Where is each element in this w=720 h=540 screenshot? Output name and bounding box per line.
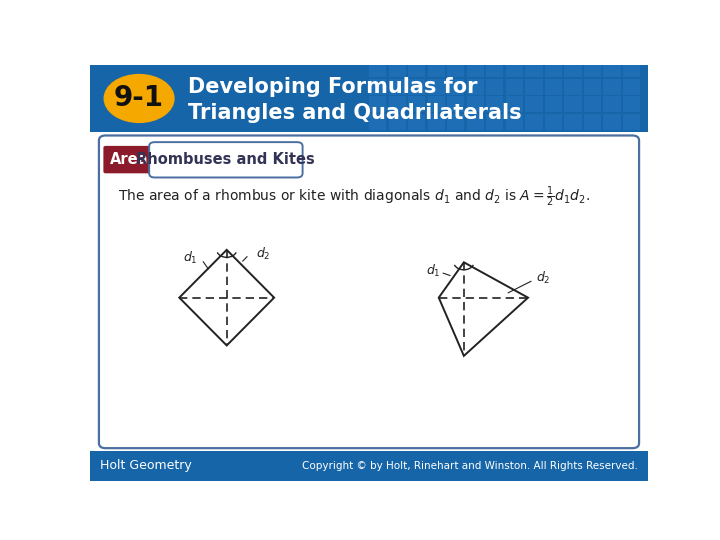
- Bar: [447, 114, 464, 130]
- Text: $d_1$: $d_1$: [426, 263, 441, 279]
- Bar: [486, 62, 503, 77]
- Bar: [545, 62, 562, 77]
- Bar: [467, 62, 484, 77]
- Bar: [584, 114, 601, 130]
- Bar: [603, 97, 621, 112]
- Bar: [623, 79, 640, 94]
- Text: $d_1$: $d_1$: [183, 251, 198, 266]
- FancyBboxPatch shape: [149, 142, 302, 178]
- Text: Copyright © by Holt, Rinehart and Winston. All Rights Reserved.: Copyright © by Holt, Rinehart and Winsto…: [302, 461, 638, 471]
- Bar: [428, 79, 445, 94]
- FancyBboxPatch shape: [104, 146, 156, 173]
- Bar: [603, 62, 621, 77]
- Bar: [623, 97, 640, 112]
- Text: $d_2$: $d_2$: [256, 246, 270, 262]
- Bar: [428, 62, 445, 77]
- Bar: [369, 114, 387, 130]
- Bar: [505, 97, 523, 112]
- Text: Developing Formulas for: Developing Formulas for: [188, 77, 477, 97]
- Bar: [408, 79, 426, 94]
- Text: Area: Area: [110, 152, 148, 167]
- Bar: [467, 79, 484, 94]
- Bar: [389, 79, 406, 94]
- Bar: [526, 97, 543, 112]
- Text: Rhombuses and Kites: Rhombuses and Kites: [137, 152, 315, 167]
- FancyBboxPatch shape: [99, 136, 639, 448]
- Bar: [545, 79, 562, 94]
- Bar: [467, 114, 484, 130]
- Bar: [369, 62, 387, 77]
- Bar: [486, 79, 503, 94]
- Bar: [389, 62, 406, 77]
- Bar: [428, 97, 445, 112]
- Bar: [389, 114, 406, 130]
- Bar: [447, 62, 464, 77]
- Bar: [369, 79, 387, 94]
- Bar: [428, 114, 445, 130]
- Bar: [467, 97, 484, 112]
- Bar: [389, 97, 406, 112]
- Bar: [584, 79, 601, 94]
- Bar: [90, 65, 648, 132]
- Bar: [603, 114, 621, 130]
- Text: Triangles and Quadrilaterals: Triangles and Quadrilaterals: [188, 103, 521, 123]
- Text: 9-1: 9-1: [114, 84, 164, 112]
- Bar: [526, 79, 543, 94]
- Bar: [545, 114, 562, 130]
- Bar: [408, 114, 426, 130]
- Bar: [486, 114, 503, 130]
- Bar: [447, 79, 464, 94]
- Bar: [505, 114, 523, 130]
- Bar: [564, 62, 582, 77]
- Text: The area of a rhombus or kite with diagonals $d_1$ and $d_2$ is $A = \frac{1}{2}: The area of a rhombus or kite with diago…: [118, 185, 590, 209]
- Bar: [564, 114, 582, 130]
- Bar: [505, 79, 523, 94]
- Bar: [526, 62, 543, 77]
- Bar: [623, 114, 640, 130]
- Bar: [603, 79, 621, 94]
- Ellipse shape: [104, 75, 174, 123]
- Bar: [623, 62, 640, 77]
- Bar: [584, 62, 601, 77]
- Bar: [584, 97, 601, 112]
- Bar: [408, 62, 426, 77]
- Bar: [447, 97, 464, 112]
- Text: $d_2$: $d_2$: [536, 270, 551, 286]
- Text: Holt Geometry: Holt Geometry: [100, 459, 192, 472]
- Bar: [90, 451, 648, 481]
- Bar: [486, 97, 503, 112]
- Bar: [564, 97, 582, 112]
- Bar: [369, 97, 387, 112]
- Bar: [545, 97, 562, 112]
- Bar: [564, 79, 582, 94]
- Bar: [505, 62, 523, 77]
- Bar: [408, 97, 426, 112]
- Bar: [526, 114, 543, 130]
